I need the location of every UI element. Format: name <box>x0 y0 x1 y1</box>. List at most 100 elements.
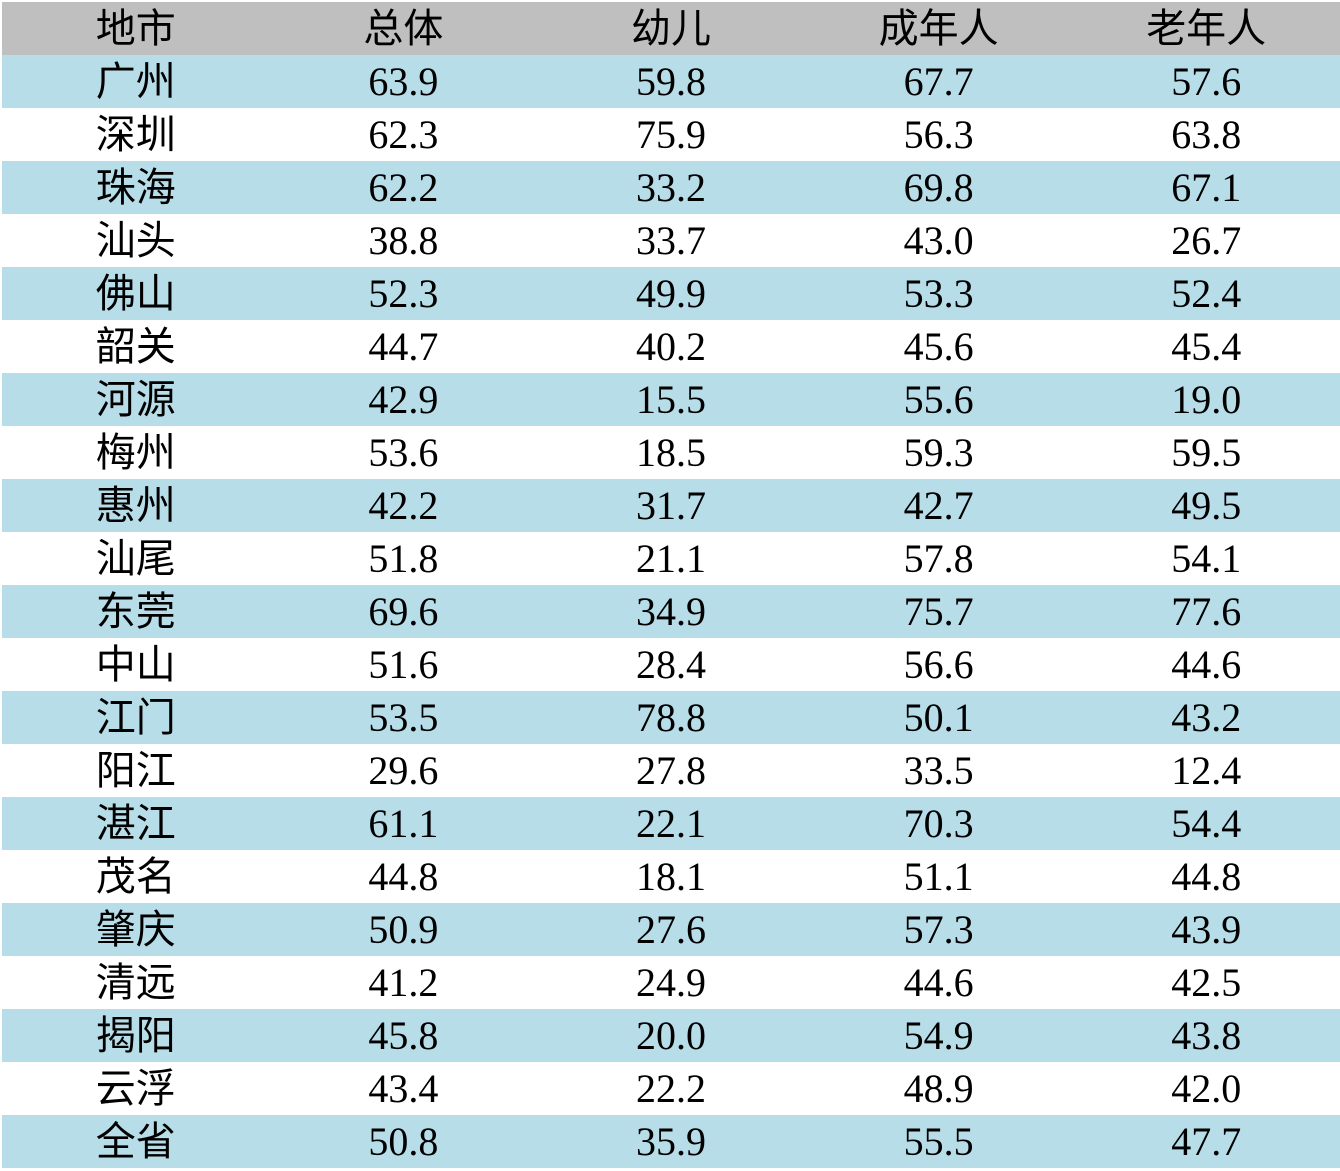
value-cell: 44.7 <box>368 324 439 369</box>
table-header: 地市 总体 幼儿 成年人 老年人 <box>2 2 1340 55</box>
value-cell: 62.3 <box>368 112 439 157</box>
value-cell: 47.7 <box>1171 1119 1242 1164</box>
value-cell: 27.6 <box>635 907 706 952</box>
city-cell: 湛江 <box>95 801 176 846</box>
value-cell: 61.1 <box>368 801 439 846</box>
value-cell: 53.5 <box>368 695 439 740</box>
table-row: 揭阳 45.8 20.0 54.9 43.8 <box>2 1009 1340 1062</box>
city-cell: 梅州 <box>95 430 176 475</box>
value-cell: 51.1 <box>903 854 974 899</box>
value-cell: 42.5 <box>1171 960 1242 1005</box>
value-cell: 77.6 <box>1171 589 1242 634</box>
table-row: 河源 42.9 15.5 55.6 19.0 <box>2 373 1340 426</box>
city-cell: 云浮 <box>95 1066 176 1111</box>
value-cell: 44.6 <box>903 960 974 1005</box>
value-cell: 44.8 <box>368 854 439 899</box>
value-cell: 63.8 <box>1171 112 1242 157</box>
value-cell: 43.9 <box>1171 907 1242 952</box>
value-cell: 44.8 <box>1171 854 1242 899</box>
city-cell: 佛山 <box>95 271 176 316</box>
city-cell: 韶关 <box>95 324 176 369</box>
column-header-children: 幼儿 <box>630 6 711 51</box>
city-cell: 珠海 <box>95 165 176 210</box>
value-cell: 19.0 <box>1171 377 1242 422</box>
value-cell: 21.1 <box>635 536 706 581</box>
value-cell: 53.3 <box>903 271 974 316</box>
value-cell: 67.1 <box>1171 165 1242 210</box>
column-header-city: 地市 <box>95 6 176 51</box>
table-body: 广州 63.9 59.8 67.7 57.6 深圳 62.3 75.9 56.3 63.8 珠海 62… <box>2 55 1340 1168</box>
value-cell: 51.8 <box>368 536 439 581</box>
table-row: 惠州 42.2 31.7 42.7 49.5 <box>2 479 1340 532</box>
table-row: 东莞 69.6 34.9 75.7 77.6 <box>2 585 1340 638</box>
value-cell: 50.9 <box>368 907 439 952</box>
value-cell: 26.7 <box>1171 218 1242 263</box>
city-cell: 阳江 <box>95 748 176 793</box>
table-row: 韶关 44.7 40.2 45.6 45.4 <box>2 320 1340 373</box>
table-row: 湛江 61.1 22.1 70.3 54.4 <box>2 797 1340 850</box>
value-cell: 67.7 <box>903 59 974 104</box>
column-header-adults: 成年人 <box>878 6 999 51</box>
value-cell: 57.3 <box>903 907 974 952</box>
value-cell: 50.1 <box>903 695 974 740</box>
city-cell: 汕头 <box>95 218 176 263</box>
value-cell: 18.5 <box>635 430 706 475</box>
value-cell: 31.7 <box>635 483 706 528</box>
value-cell: 75.7 <box>903 589 974 634</box>
value-cell: 52.3 <box>368 271 439 316</box>
value-cell: 24.9 <box>635 960 706 1005</box>
value-cell: 43.8 <box>1171 1013 1242 1058</box>
table-row: 汕尾 51.8 21.1 57.8 54.1 <box>2 532 1340 585</box>
value-cell: 54.9 <box>903 1013 974 1058</box>
value-cell: 50.8 <box>368 1119 439 1164</box>
city-cell: 惠州 <box>95 483 176 528</box>
value-cell: 42.9 <box>368 377 439 422</box>
value-cell: 54.1 <box>1171 536 1242 581</box>
value-cell: 15.5 <box>635 377 706 422</box>
table-row: 汕头 38.8 33.7 43.0 26.7 <box>2 214 1340 267</box>
value-cell: 49.5 <box>1171 483 1242 528</box>
value-cell: 63.9 <box>368 59 439 104</box>
value-cell: 55.5 <box>903 1119 974 1164</box>
value-cell: 33.2 <box>635 165 706 210</box>
table-row: 清远 41.2 24.9 44.6 42.5 <box>2 956 1340 1009</box>
value-cell: 59.3 <box>903 430 974 475</box>
value-cell: 48.9 <box>903 1066 974 1111</box>
value-cell: 69.6 <box>368 589 439 634</box>
city-cell: 中山 <box>95 642 176 687</box>
table-row: 中山 51.6 28.4 56.6 44.6 <box>2 638 1340 691</box>
value-cell: 51.6 <box>368 642 439 687</box>
value-cell: 62.2 <box>368 165 439 210</box>
value-cell: 56.6 <box>903 642 974 687</box>
table-row: 茂名 44.8 18.1 51.1 44.8 <box>2 850 1340 903</box>
value-cell: 22.2 <box>635 1066 706 1111</box>
value-cell: 44.6 <box>1171 642 1242 687</box>
table-row: 肇庆 50.9 27.6 57.3 43.9 <box>2 903 1340 956</box>
value-cell: 54.4 <box>1171 801 1242 846</box>
value-cell: 43.2 <box>1171 695 1242 740</box>
city-cell: 汕尾 <box>95 536 176 581</box>
value-cell: 57.6 <box>1171 59 1242 104</box>
city-cell: 河源 <box>95 377 176 422</box>
city-cell: 江门 <box>95 695 176 740</box>
value-cell: 33.5 <box>903 748 974 793</box>
value-cell: 56.3 <box>903 112 974 157</box>
table-row: 全省 50.8 35.9 55.5 47.7 <box>2 1115 1340 1168</box>
table-row: 云浮 43.4 22.2 48.9 42.0 <box>2 1062 1340 1115</box>
table-row: 梅州 53.6 18.5 59.3 59.5 <box>2 426 1340 479</box>
value-cell: 45.8 <box>368 1013 439 1058</box>
value-cell: 40.2 <box>635 324 706 369</box>
value-cell: 42.2 <box>368 483 439 528</box>
value-cell: 42.0 <box>1171 1066 1242 1111</box>
value-cell: 18.1 <box>635 854 706 899</box>
value-cell: 22.1 <box>635 801 706 846</box>
table-row: 阳江 29.6 27.8 33.5 12.4 <box>2 744 1340 797</box>
value-cell: 45.6 <box>903 324 974 369</box>
value-cell: 45.4 <box>1171 324 1242 369</box>
value-cell: 34.9 <box>635 589 706 634</box>
value-cell: 33.7 <box>635 218 706 263</box>
value-cell: 12.4 <box>1171 748 1242 793</box>
value-cell: 69.8 <box>903 165 974 210</box>
